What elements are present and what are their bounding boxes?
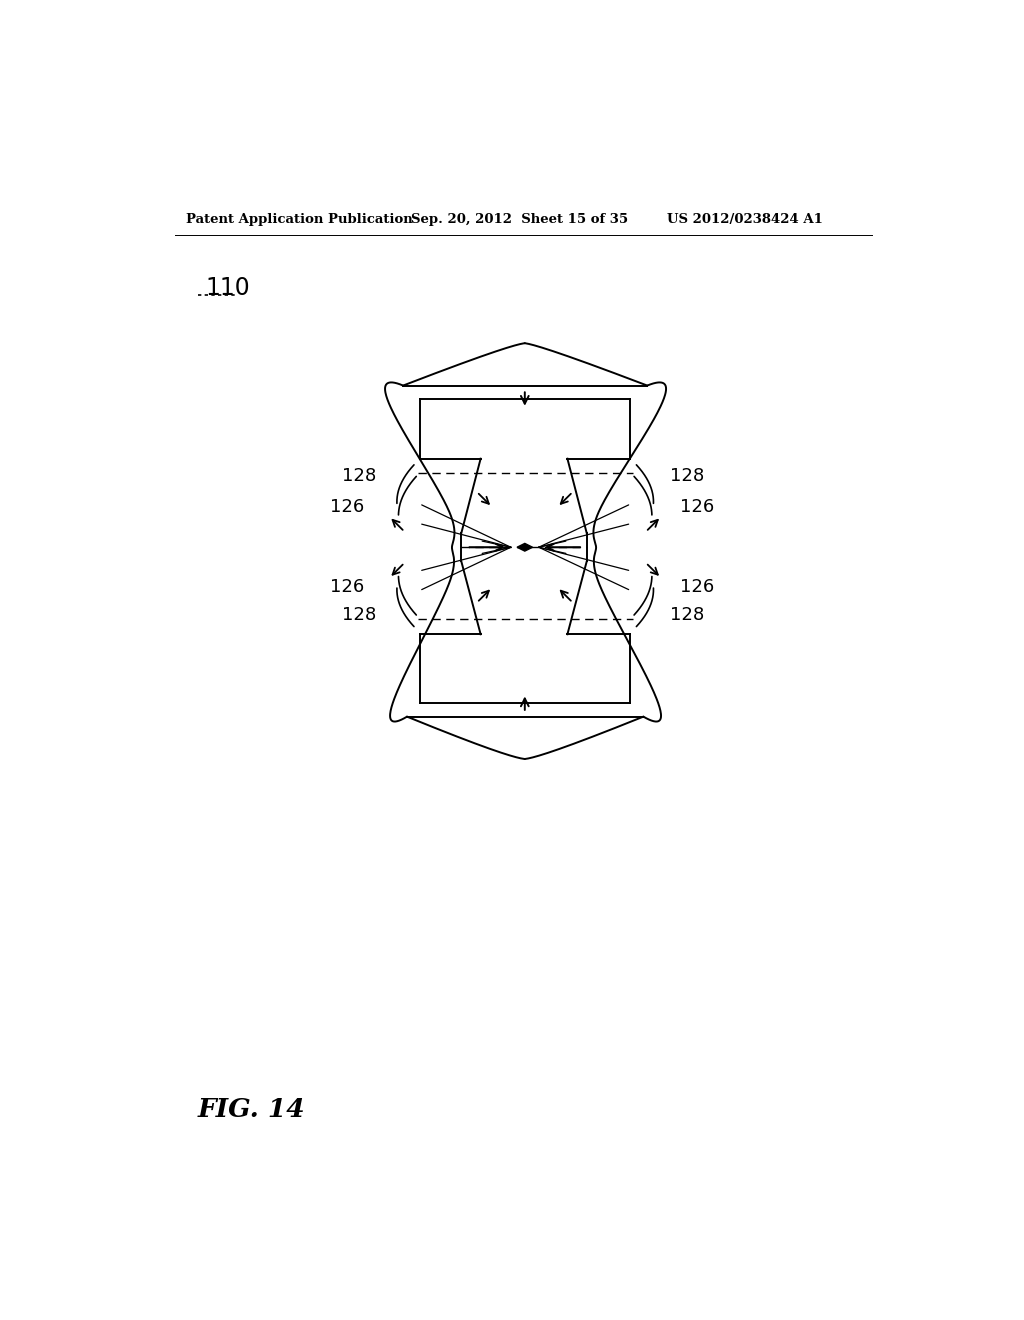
Text: FIG. 14: FIG. 14 xyxy=(198,1097,305,1122)
Text: 110: 110 xyxy=(206,276,250,300)
Text: 128: 128 xyxy=(671,467,705,486)
Text: Sep. 20, 2012  Sheet 15 of 35: Sep. 20, 2012 Sheet 15 of 35 xyxy=(411,214,628,227)
Text: 126: 126 xyxy=(330,498,365,516)
Text: 128: 128 xyxy=(671,606,705,624)
Text: 126: 126 xyxy=(680,578,714,597)
Text: US 2012/0238424 A1: US 2012/0238424 A1 xyxy=(667,214,822,227)
Text: 126: 126 xyxy=(680,498,714,516)
Polygon shape xyxy=(517,544,532,552)
Text: 128: 128 xyxy=(342,606,376,624)
Text: 126: 126 xyxy=(330,578,365,597)
Text: Patent Application Publication: Patent Application Publication xyxy=(186,214,413,227)
Text: 128: 128 xyxy=(342,467,376,486)
